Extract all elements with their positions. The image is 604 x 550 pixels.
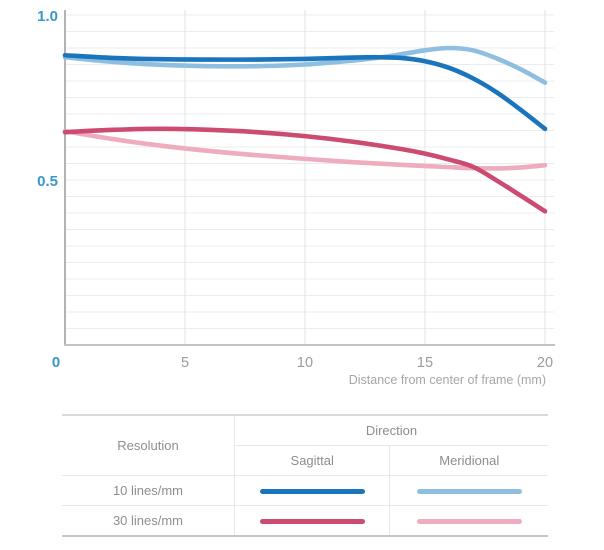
legend-cell-30-sagittal [233,505,391,537]
legend-header-row-2: Sagittal Meridional [62,445,548,476]
legend-line-10-sagittal [259,489,365,495]
meridional-header-cell: Meridional [389,445,548,476]
x-tick-label-15: 15 [417,355,433,371]
x-tick-label-5: 5 [181,355,189,371]
legend-row-30-lines: 30 lines/mm [62,505,548,537]
legend-table: Resolution Direction Sagittal Meridional… [62,414,548,537]
legend-label-30-lines: 30 lines/mm [62,505,235,537]
mtf-chart: 1.0 0.5 0 5 10 15 20 Distance from cente… [37,8,555,387]
legend-cell-30-meridional [389,505,548,537]
x-tick-label-0: 0 [52,354,60,371]
curve-30-lines-mm-meridional [62,128,548,171]
curve-10-lines-mm-sagittal [62,52,548,132]
x-tick-label-10: 10 [297,355,313,371]
legend-header-row-1: Resolution Direction [62,415,548,476]
y-tick-label-0.5: 0.5 [37,173,58,190]
legend-line-10-meridional [416,489,522,495]
legend-label-10-lines: 10 lines/mm [62,475,235,506]
resolution-header-cell: Resolution [62,415,235,476]
legend-line-30-meridional [416,519,522,525]
y-tick-label-1.0: 1.0 [37,8,58,25]
gridlines [65,10,554,344]
legend-cell-10-sagittal [233,475,391,506]
curve-30-lines-mm-sagittal [62,126,548,214]
x-tick-label-20: 20 [537,355,553,371]
legend-row-10-lines: 10 lines/mm [62,475,548,506]
legend-line-30-sagittal [259,519,365,525]
direction-header-cell: Direction [233,415,548,446]
mtf-curves [62,45,548,214]
sagittal-header-cell: Sagittal [234,445,391,476]
legend-cell-10-meridional [389,475,548,506]
x-axis-caption: Distance from center of frame (mm) [349,373,546,387]
